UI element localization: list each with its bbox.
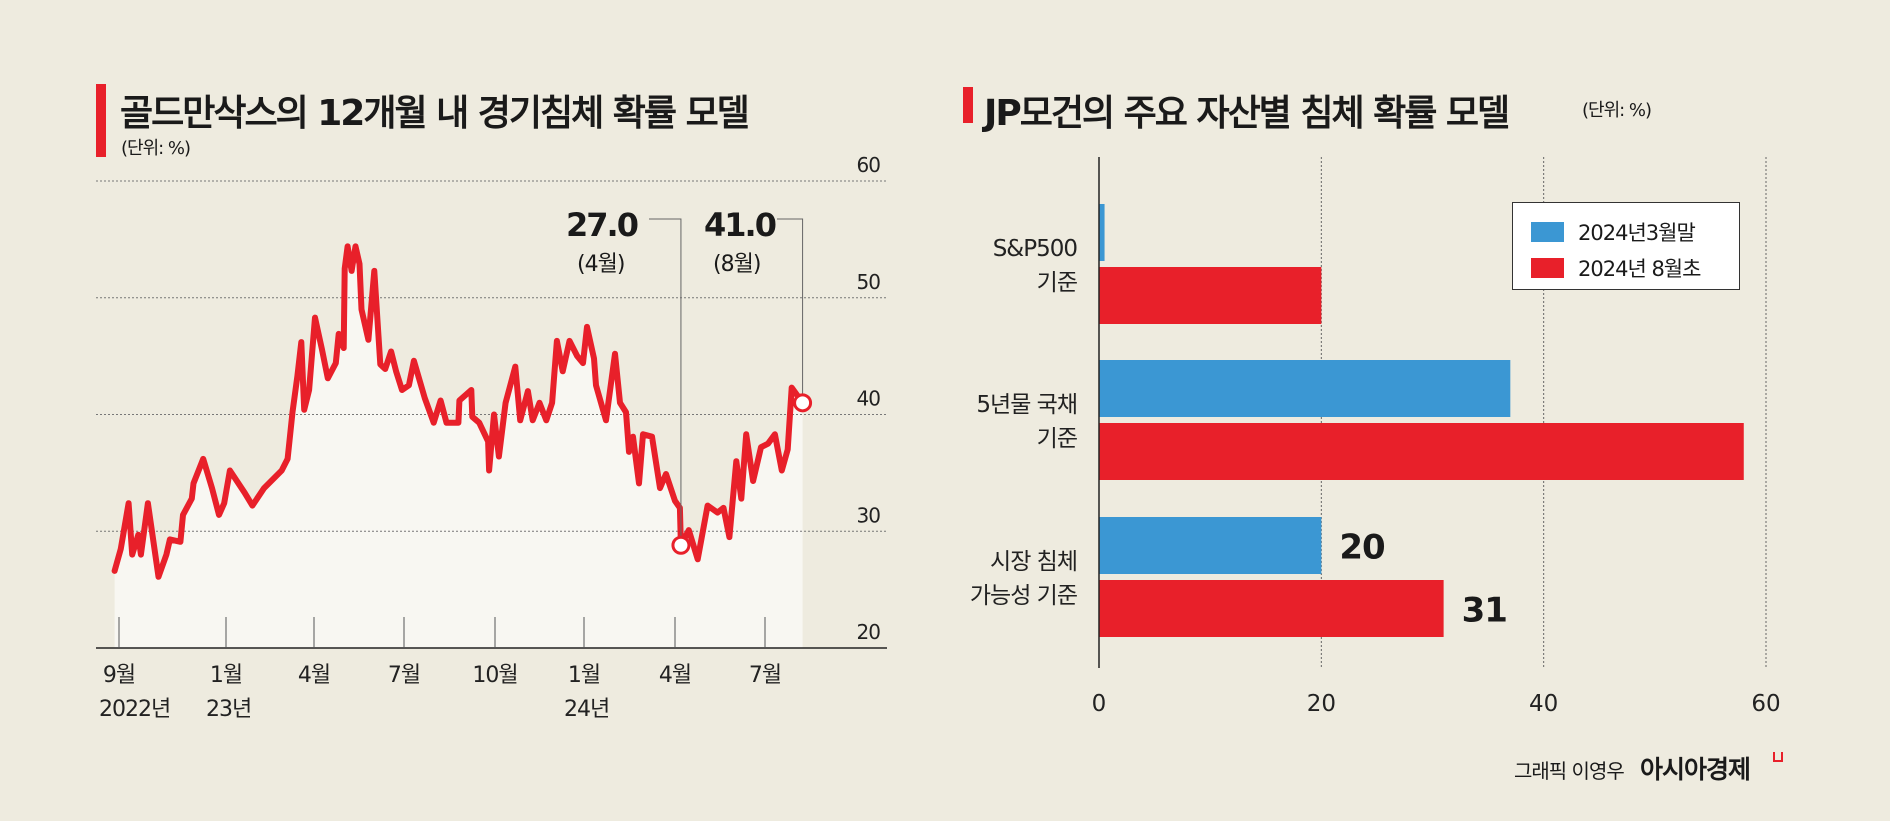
x-tick-label: 1월 <box>568 663 600 688</box>
x-year-label: 2022년 <box>99 697 170 722</box>
legend-swatch-red <box>1531 258 1564 278</box>
x-tick-label: 10월 <box>472 663 517 688</box>
bar-august <box>1099 580 1444 637</box>
y-tick-label: 40 <box>857 387 881 411</box>
x-tick-label: 1월 <box>210 663 242 688</box>
x-tick-label: 9월 <box>103 663 135 688</box>
x-tick-label: 7월 <box>749 663 781 688</box>
bar-march <box>1099 517 1322 574</box>
x-tick-label: 0 <box>1092 691 1107 717</box>
y-tick-label: 30 <box>857 503 881 527</box>
right-unit-label: (단위: %) <box>1582 100 1652 121</box>
brand-logo: 아시아경제 <box>1640 755 1751 784</box>
left-unit-label: (단위: %) <box>121 138 191 159</box>
legend-label: 2024년3월말 <box>1578 221 1696 245</box>
category-label: S&P500 <box>993 236 1078 262</box>
bar-august <box>1099 423 1744 480</box>
bar-value-label: 20 <box>1339 528 1385 568</box>
x-tick-label: 40 <box>1529 691 1558 717</box>
right-title-accent <box>963 87 973 123</box>
legend: 2024년3월말 2024년 8월초 <box>1512 202 1740 290</box>
category-label: 기준 <box>1037 270 1077 296</box>
category-label: 기준 <box>1037 426 1077 452</box>
annotation-leader-line <box>777 218 804 394</box>
bar-value-label: 31 <box>1462 591 1507 631</box>
left-chart-title: 골드만삭스의 12개월 내 경기침체 확률 모델 <box>120 93 750 134</box>
x-tick-label: 20 <box>1307 691 1336 717</box>
category-label: 가능성 기준 <box>970 583 1077 609</box>
bar-march <box>1099 360 1511 417</box>
line-chart: 20 30 40 50 60 9월 2022년 1월 23년 4월 7월 10월 1월 24년 4월 7월 <box>96 153 887 722</box>
y-tick-label: 20 <box>857 620 881 644</box>
right-chart-title: JP모건의 주요 자산별 침체 확률 모델 <box>984 93 1510 134</box>
annotation-august-value: 41.0 <box>704 206 777 244</box>
highlight-marker <box>671 535 691 555</box>
highlight-marker <box>793 393 813 413</box>
y-tick-label: 50 <box>857 270 881 294</box>
x-tick-label: 4월 <box>298 663 330 688</box>
brand-mark-icon <box>1773 752 1783 762</box>
annotation-leader-line <box>649 218 682 537</box>
bar-august <box>1099 267 1322 324</box>
y-tick-label: 60 <box>857 153 881 177</box>
annotation-august-month: (8월) <box>713 252 761 277</box>
category-label: 5년물 국채 <box>976 392 1077 418</box>
graphic-credit: 그래픽 이영우 <box>1514 759 1625 783</box>
x-year-label: 23년 <box>206 697 251 722</box>
legend-item-march: 2024년3월말 <box>1531 217 1696 247</box>
bar-march <box>1099 204 1105 261</box>
x-tick-label: 7월 <box>388 663 420 688</box>
x-tick-label: 4월 <box>659 663 691 688</box>
x-tick-label: 60 <box>1751 691 1780 717</box>
legend-swatch-blue <box>1531 222 1564 242</box>
legend-label: 2024년 8월초 <box>1578 257 1701 281</box>
annotation-april-month: (4월) <box>577 252 625 277</box>
annotation-april-value: 27.0 <box>566 206 639 244</box>
x-year-label: 24년 <box>564 697 609 722</box>
probability-line <box>111 243 806 580</box>
area-fill <box>114 246 803 648</box>
legend-item-august: 2024년 8월초 <box>1531 253 1701 283</box>
category-label: 시장 침체 <box>990 549 1077 575</box>
left-title-accent <box>96 84 106 157</box>
